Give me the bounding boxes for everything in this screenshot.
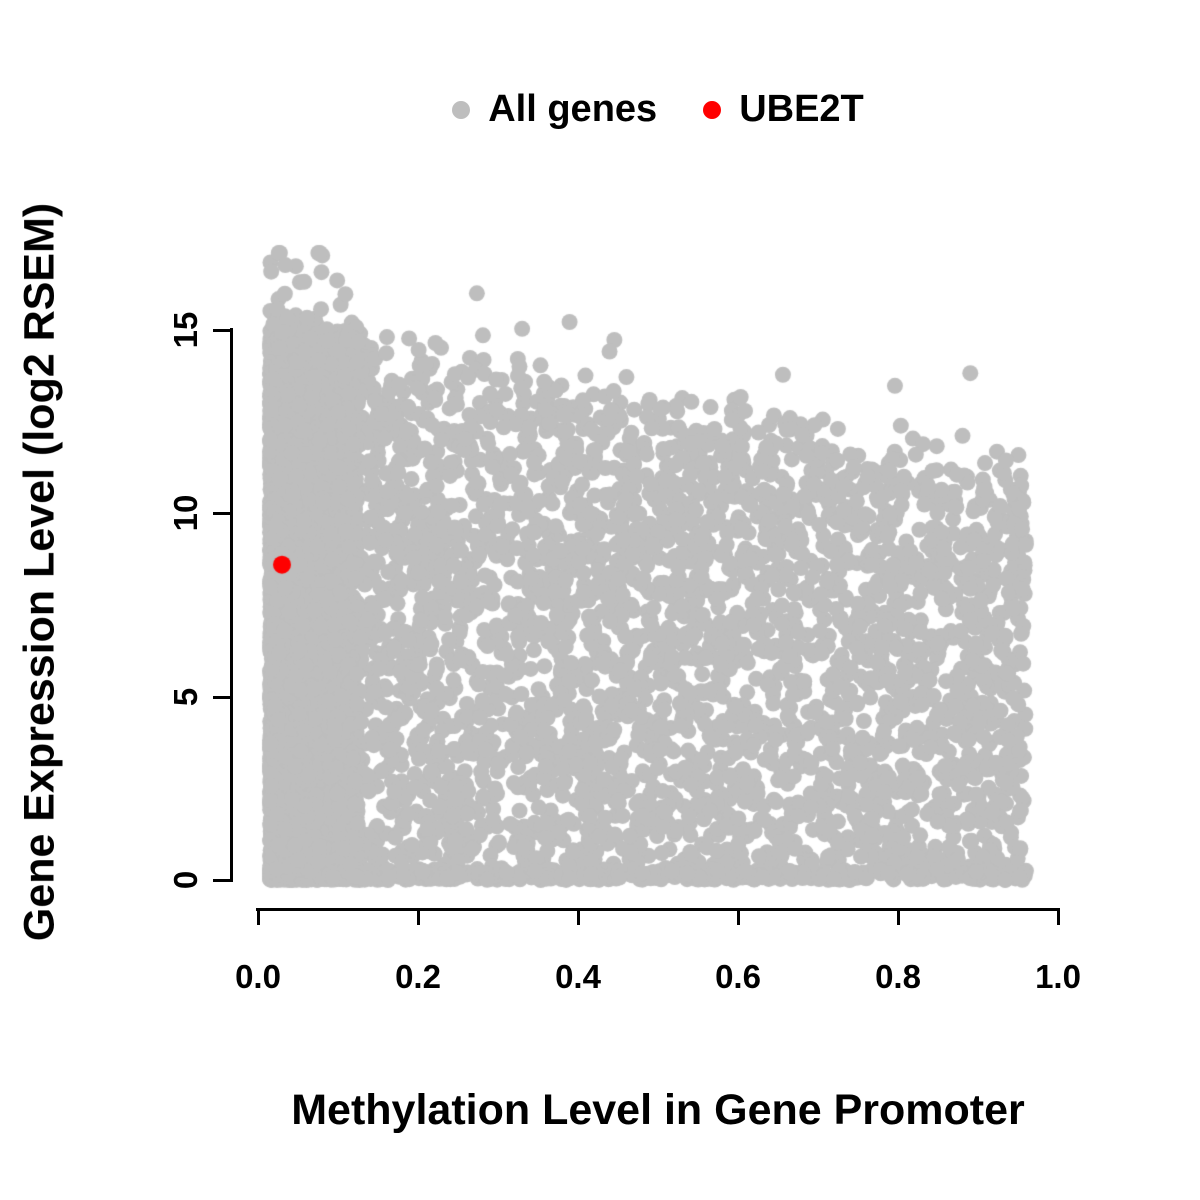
x-tick	[416, 908, 420, 925]
y-axis-line	[230, 328, 233, 882]
legend-label-ube2t: UBE2T	[739, 88, 864, 130]
ube2t-marker-icon	[703, 100, 722, 119]
x-tick	[256, 908, 260, 925]
y-tick	[213, 878, 230, 882]
legend-item-ube2t: UBE2T	[703, 88, 864, 131]
y-tick	[213, 695, 230, 699]
x-tick-label: 0.6	[715, 958, 761, 995]
x-tick	[896, 908, 900, 925]
y-tick	[213, 511, 230, 515]
legend-label-all-genes: All genes	[488, 88, 658, 130]
x-axis-title: Methylation Level in Gene Promoter	[291, 1086, 1025, 1134]
y-axis-title: Gene Expression Level (log2 RSEM)	[15, 202, 64, 942]
y-tick	[213, 328, 230, 332]
legend: All genes UBE2T	[258, 88, 1058, 131]
x-tick-label: 0.0	[235, 958, 281, 995]
y-tick-label: 15	[167, 311, 204, 349]
y-tick-label: 0	[167, 870, 204, 890]
x-tick-label: 0.2	[395, 958, 441, 995]
x-axis-line	[256, 908, 1060, 911]
all-genes-marker-icon	[452, 100, 471, 119]
x-tick-label: 0.8	[875, 958, 921, 995]
x-tick-label: 0.4	[555, 958, 601, 995]
y-tick-label: 10	[167, 494, 204, 532]
y-tick-label: 5	[167, 687, 204, 707]
legend-item-all-genes: All genes	[452, 88, 657, 131]
x-tick	[576, 908, 580, 925]
x-tick	[1056, 908, 1060, 925]
x-tick-label: 1.0	[1035, 958, 1081, 995]
x-tick	[736, 908, 740, 925]
